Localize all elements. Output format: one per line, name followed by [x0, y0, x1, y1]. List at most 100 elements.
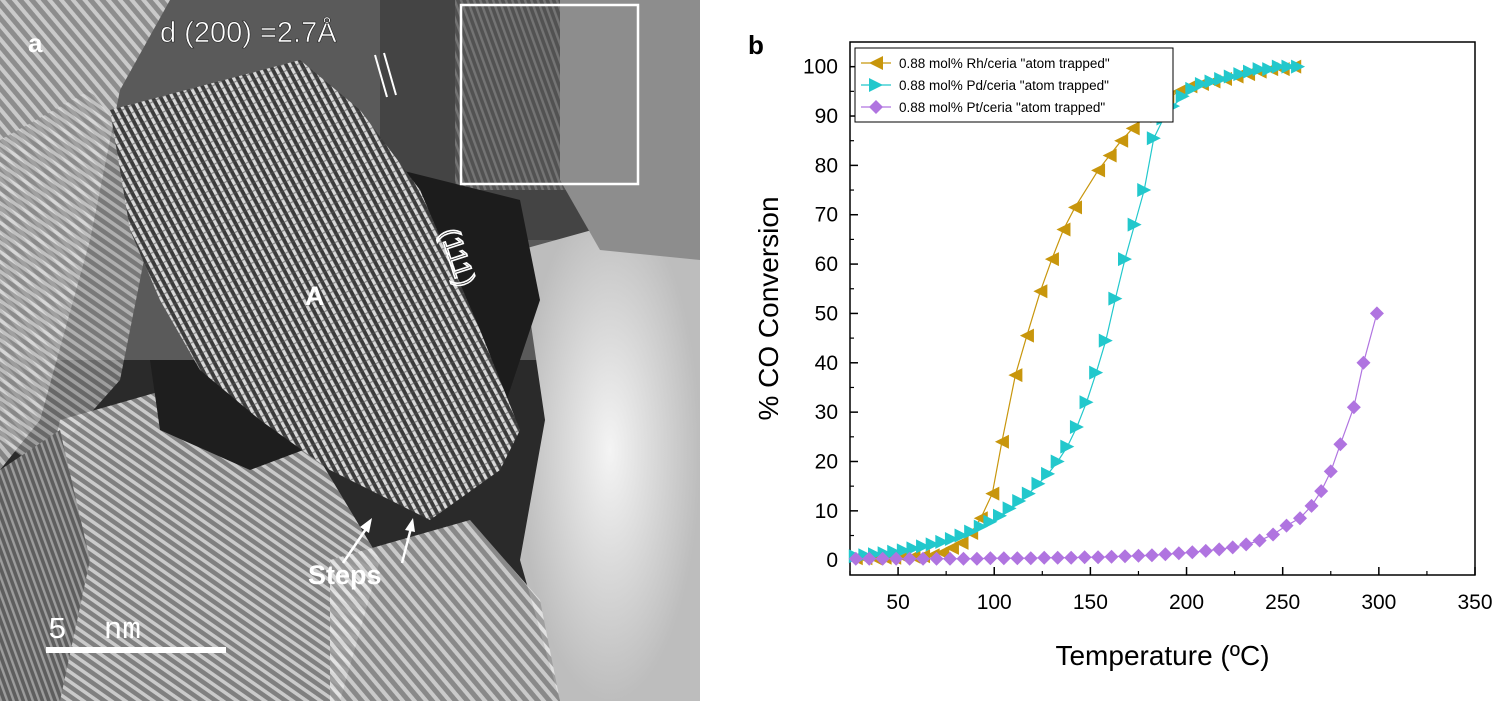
data-point-pd: [1041, 466, 1056, 481]
data-point-pt: [1037, 550, 1052, 565]
series-line-pd: [855, 66, 1299, 557]
data-point-pt: [1010, 551, 1025, 566]
panel-b-letter: b: [748, 30, 764, 60]
data-point-pt: [1171, 546, 1186, 561]
data-point-pd: [964, 524, 979, 539]
data-point-pt: [875, 551, 890, 566]
steps-label: Steps: [308, 560, 382, 590]
data-point-pd: [1012, 493, 1027, 508]
data-point-pd: [1146, 131, 1161, 146]
data-point-pd: [1031, 476, 1046, 491]
x-tick-label: 150: [1073, 591, 1108, 614]
series-pd: [848, 59, 1306, 564]
data-point-pt: [1369, 306, 1384, 321]
bottom-crystallite: [30, 380, 380, 701]
data-point-pt: [1212, 542, 1227, 557]
data-point-pt: [1279, 518, 1294, 533]
y-axis-title: % CO Conversion: [753, 196, 784, 420]
data-point-pt: [916, 551, 931, 566]
steps-arrows: [341, 518, 415, 564]
data-point-pt: [1293, 511, 1307, 526]
data-point-pd: [906, 541, 921, 556]
data-point-pd: [1281, 59, 1296, 74]
particle-a-lattice: [110, 60, 520, 520]
data-point-pd: [1089, 365, 1104, 380]
data-point-rh: [1091, 163, 1106, 178]
data-point-pd: [1127, 217, 1142, 232]
scale-bar-label: 5 nm: [48, 613, 141, 648]
x-tick-label: 100: [977, 591, 1012, 614]
d-spacing-label: d (200) =2.7Å: [160, 16, 337, 49]
data-point-pd: [1233, 67, 1248, 82]
data-point-pd: [1243, 64, 1257, 79]
data-point-rh: [1125, 121, 1140, 136]
data-point-pd: [1098, 333, 1113, 348]
y-tick-label: 80: [815, 154, 838, 177]
legend-box: [854, 47, 1174, 123]
x-tick-label: 50: [886, 591, 909, 614]
y-tick-label: 60: [815, 253, 838, 276]
scale-bar: [46, 647, 226, 653]
series-rh: [848, 59, 1302, 566]
data-point-pd: [1060, 439, 1075, 454]
data-point-pd: [1204, 74, 1219, 89]
data-point-rh: [994, 434, 1009, 449]
data-point-pt: [1346, 400, 1361, 415]
x-tick-label: 300: [1361, 591, 1396, 614]
dark-gap: [150, 360, 330, 470]
data-point-pd: [954, 528, 969, 543]
data-point-pt: [1158, 547, 1173, 562]
data-point-pd: [1194, 76, 1209, 91]
data-point-pd: [925, 537, 940, 552]
data-point-pd: [1271, 59, 1286, 74]
data-point-pt: [1091, 550, 1106, 565]
data-point-pd: [1137, 183, 1152, 198]
data-point-rh: [1102, 148, 1117, 163]
data-point-pt: [1064, 550, 1079, 565]
legend-label-pd: 0.88 mol% Pd/ceria "atom trapped": [899, 78, 1109, 93]
left-crystallite-2: [0, 90, 160, 470]
data-point-pd: [1069, 419, 1084, 434]
data-point-pd: [1214, 72, 1229, 87]
x-tick-label: 350: [1457, 591, 1492, 614]
data-point-pd: [993, 508, 1007, 523]
data-point-pt: [1050, 550, 1065, 565]
data-point-rh: [1019, 328, 1034, 343]
data-point-pt: [862, 551, 877, 566]
data-point-pd: [1079, 395, 1094, 410]
data-point-rh: [1008, 368, 1023, 383]
plot-frame: [849, 41, 1476, 576]
data-point-rh: [944, 540, 959, 555]
data-point-pd: [1002, 501, 1017, 516]
data-point-pt: [1356, 355, 1371, 370]
y-tick-label: 20: [815, 450, 838, 473]
data-point-pt: [1323, 464, 1338, 479]
series-line-rh: [855, 66, 1295, 559]
data-point-pd: [1185, 81, 1200, 96]
data-point-pt: [1077, 550, 1092, 565]
axes: 50 100 150 200 250 300 350 0 10 20 30 40 50 60 70 80 90 1…: [803, 41, 1493, 614]
data-point-pt: [848, 551, 863, 566]
data-point-pt: [1225, 540, 1240, 555]
y-tick-label: 100: [803, 56, 838, 79]
data-point-pd: [887, 544, 902, 559]
data-point-pd: [935, 534, 950, 549]
data-point-pd: [973, 519, 988, 534]
right-bright-region: [520, 200, 700, 701]
x-axis-title: Temperature (ºC): [1055, 640, 1269, 671]
data-point-pd: [1108, 291, 1123, 306]
data-point-pd: [1252, 62, 1267, 77]
particle-label-a: A: [305, 281, 325, 311]
data-point-pd: [1021, 486, 1036, 501]
data-point-pt: [969, 551, 984, 566]
y-tick-label: 90: [815, 105, 838, 128]
data-point-pd: [1291, 59, 1306, 74]
data-point-pt: [889, 551, 904, 566]
y-tick-label: 40: [815, 352, 838, 375]
data-point-pd: [1118, 252, 1132, 267]
data-point-rh: [1044, 252, 1059, 267]
data-point-rh: [1033, 284, 1048, 299]
data-point-pt: [983, 551, 998, 566]
data-point-pt: [1252, 533, 1267, 548]
data-point-pt: [929, 551, 944, 566]
